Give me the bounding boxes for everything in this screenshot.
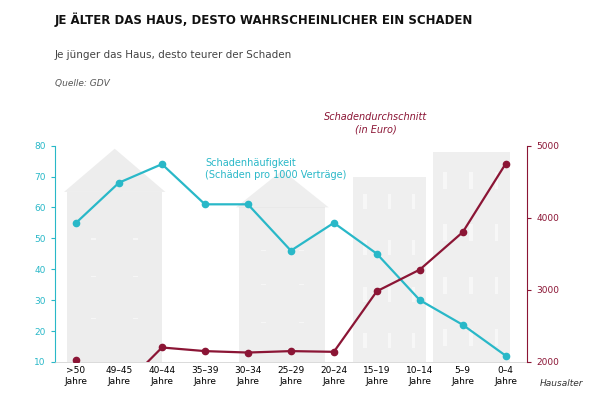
Polygon shape bbox=[236, 170, 328, 208]
Text: JE ÄLTER DAS HAUS, DESTO WAHRSCHEINLICHER EIN SCHADEN: JE ÄLTER DAS HAUS, DESTO WAHRSCHEINLICHE… bbox=[55, 12, 473, 27]
Text: Schadendurchschnitt
(in Euro): Schadendurchschnitt (in Euro) bbox=[324, 112, 427, 135]
Bar bbox=[495, 329, 498, 346]
Bar bbox=[388, 240, 391, 255]
Bar bbox=[261, 250, 266, 251]
Bar bbox=[363, 333, 367, 348]
Bar bbox=[133, 238, 138, 240]
Bar bbox=[261, 322, 266, 323]
Bar bbox=[67, 192, 162, 362]
Bar bbox=[239, 208, 325, 362]
Bar bbox=[469, 172, 473, 188]
Bar bbox=[92, 238, 96, 240]
Text: Quelle: GDV: Quelle: GDV bbox=[55, 79, 109, 88]
Bar bbox=[412, 194, 415, 209]
Bar bbox=[444, 172, 447, 188]
Bar bbox=[388, 287, 391, 302]
Bar bbox=[353, 176, 426, 362]
Bar bbox=[412, 240, 415, 255]
Bar bbox=[363, 287, 367, 302]
Bar bbox=[412, 333, 415, 348]
Text: Schadenhäufigkeit
(Schäden pro 1000 Verträge): Schadenhäufigkeit (Schäden pro 1000 Vert… bbox=[205, 158, 346, 181]
Text: Hausalter: Hausalter bbox=[539, 379, 583, 388]
Bar bbox=[133, 318, 138, 319]
Bar bbox=[469, 224, 473, 241]
Bar bbox=[133, 276, 138, 277]
Bar bbox=[92, 318, 96, 319]
Text: Je jünger das Haus, desto teurer der Schaden: Je jünger das Haus, desto teurer der Sch… bbox=[55, 50, 292, 60]
Bar bbox=[495, 224, 498, 241]
Bar bbox=[469, 329, 473, 346]
Bar bbox=[412, 287, 415, 302]
Bar bbox=[261, 284, 266, 285]
Bar bbox=[388, 194, 391, 209]
Polygon shape bbox=[64, 149, 165, 192]
Bar bbox=[363, 194, 367, 209]
Bar bbox=[388, 333, 391, 348]
Bar bbox=[495, 172, 498, 188]
Bar bbox=[433, 152, 510, 362]
Bar bbox=[92, 276, 96, 277]
Bar bbox=[495, 277, 498, 294]
Bar bbox=[444, 277, 447, 294]
Bar bbox=[299, 322, 304, 323]
Bar bbox=[444, 224, 447, 241]
Bar bbox=[363, 240, 367, 255]
Bar bbox=[299, 284, 304, 285]
Bar bbox=[444, 329, 447, 346]
Bar bbox=[469, 277, 473, 294]
Bar bbox=[299, 250, 304, 251]
